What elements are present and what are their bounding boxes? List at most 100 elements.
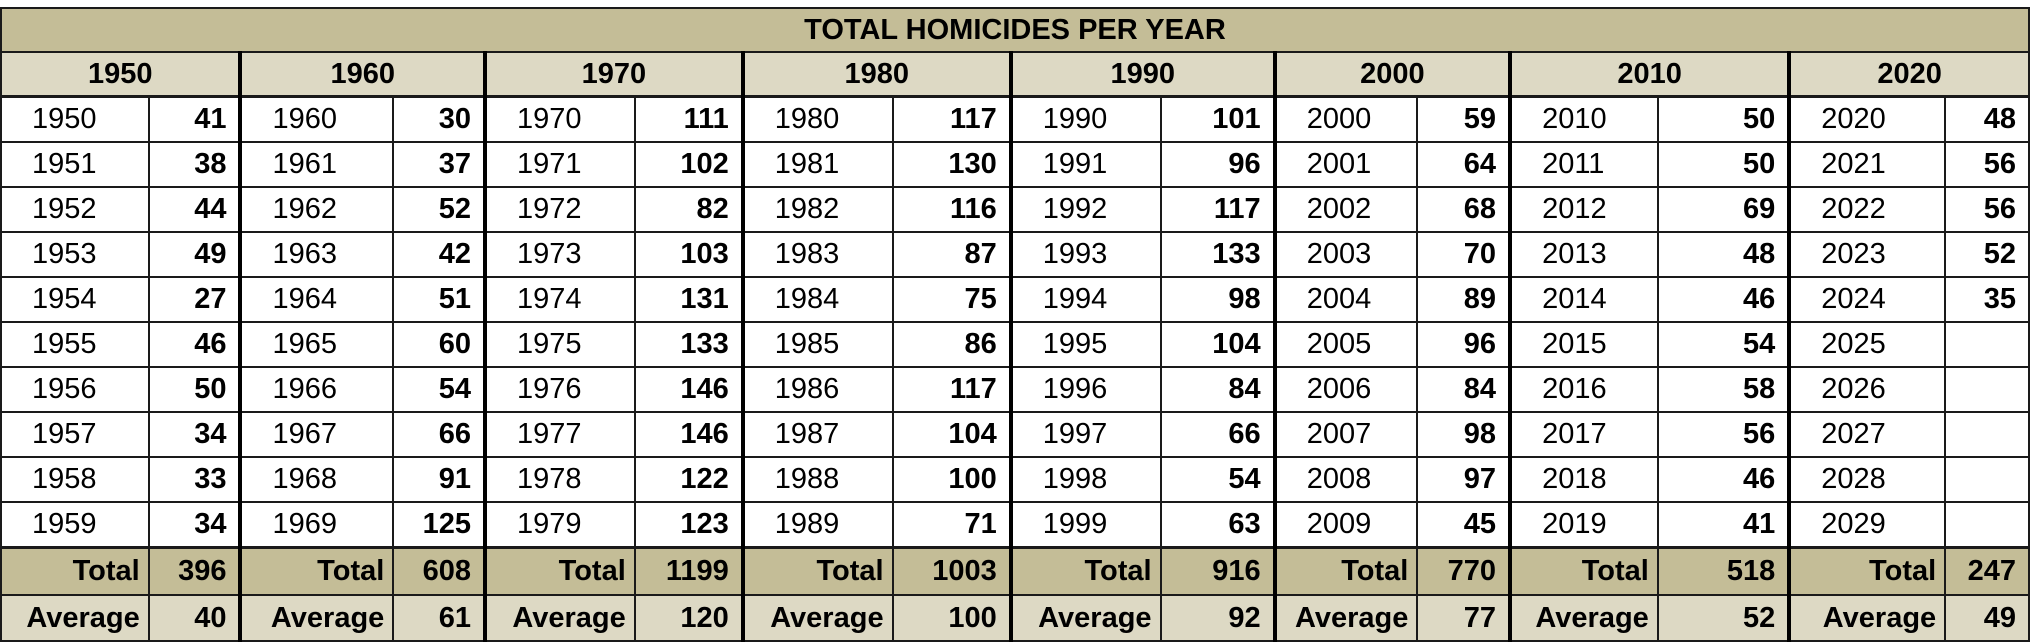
decade-header: 1960 <box>238 51 486 98</box>
homicide-count-cell: 56 <box>1656 411 1791 458</box>
year-cell: 1959 <box>0 501 150 549</box>
table-row: 1958 33 1968 91 1978 122 1988 100 1998 54 2008 97 20… <box>0 456 2030 503</box>
table-title: TOTAL HOMICIDES PER YEAR <box>0 7 2030 53</box>
year-cell: 1980 <box>740 95 894 143</box>
homicide-count-cell: 102 <box>633 141 744 188</box>
homicide-count-cell: 87 <box>891 231 1012 278</box>
table-row: 1951 38 1961 37 1971 102 1981 130 1991 96 2001 64 20… <box>0 141 2030 188</box>
year-cell: 1966 <box>238 366 395 413</box>
homicide-count-cell: 98 <box>1159 276 1276 323</box>
homicide-count-cell: 56 <box>1944 141 2030 188</box>
homicide-count-cell: 50 <box>1656 141 1791 188</box>
year-cell: 1982 <box>740 186 894 233</box>
total-value: 608 <box>392 546 486 596</box>
year-cell: 2025 <box>1787 321 1947 368</box>
homicide-count-cell: 89 <box>1416 276 1512 323</box>
homicide-count-cell: 146 <box>633 411 744 458</box>
year-cell: 1991 <box>1008 141 1162 188</box>
year-cell: 1997 <box>1008 411 1162 458</box>
year-cell: 2006 <box>1272 366 1419 413</box>
total-value: 916 <box>1159 546 1276 596</box>
average-value: 120 <box>633 594 744 642</box>
table-row: 1957 34 1967 66 1977 146 1987 104 1997 66 2007 98 20… <box>0 411 2030 458</box>
year-cell: 2015 <box>1508 321 1659 368</box>
homicide-count-cell: 125 <box>392 501 486 549</box>
homicide-count-cell: 96 <box>1416 321 1512 368</box>
homicide-count-cell: 96 <box>1159 141 1276 188</box>
year-cell: 1995 <box>1008 321 1162 368</box>
homicide-count-cell <box>1944 321 2030 368</box>
average-label: Average <box>1008 594 1162 642</box>
year-cell: 1973 <box>483 231 636 278</box>
homicide-count-cell <box>1944 366 2030 413</box>
homicide-count-cell: 98 <box>1416 411 1512 458</box>
homicide-count-cell: 117 <box>891 95 1012 143</box>
year-cell: 2014 <box>1508 276 1659 323</box>
table-row: 1954 27 1964 51 1974 131 1984 75 1994 98 2004 89 201… <box>0 276 2030 323</box>
year-cell: 2010 <box>1508 95 1659 143</box>
year-cell: 1996 <box>1008 366 1162 413</box>
year-cell: 2003 <box>1272 231 1419 278</box>
average-label: Average <box>0 594 150 642</box>
homicide-count-cell: 41 <box>1656 501 1791 549</box>
homicide-count-cell: 91 <box>392 456 486 503</box>
decade-header: 2000 <box>1272 51 1512 98</box>
year-cell: 2027 <box>1787 411 1947 458</box>
year-cell: 1965 <box>238 321 395 368</box>
average-value: 40 <box>147 594 242 642</box>
homicide-count-cell: 50 <box>147 366 242 413</box>
total-label: Total <box>1508 546 1659 596</box>
homicide-count-cell: 123 <box>633 501 744 549</box>
homicide-count-cell: 71 <box>891 501 1012 549</box>
table-row: 1959 34 1969 125 1979 123 1989 71 1999 63 2009 45 20… <box>0 501 2030 549</box>
table-row: 1950 41 1960 30 1970 111 1980 117 1990 101 2000 59 2… <box>0 95 2030 143</box>
homicide-count-cell: 34 <box>147 501 242 549</box>
decade-header-row: 1950 1960 1970 1980 1990 2000 2010 2020 <box>0 51 2030 98</box>
homicide-count-cell: 122 <box>633 456 744 503</box>
year-cell: 1957 <box>0 411 150 458</box>
table-row: 1952 44 1962 52 1972 82 1982 116 1992 117 2002 68 20… <box>0 186 2030 233</box>
decade-header: 1990 <box>1008 51 1276 98</box>
year-cell: 2018 <box>1508 456 1659 503</box>
homicide-count-cell: 146 <box>633 366 744 413</box>
homicide-count-cell: 34 <box>147 411 242 458</box>
total-label: Total <box>1787 546 1947 596</box>
average-label: Average <box>1787 594 1947 642</box>
homicide-count-cell: 68 <box>1416 186 1512 233</box>
year-cell: 2008 <box>1272 456 1419 503</box>
total-label: Total <box>483 546 636 596</box>
total-value: 396 <box>147 546 242 596</box>
homicide-count-cell: 48 <box>1656 231 1791 278</box>
year-cell: 1956 <box>0 366 150 413</box>
homicide-count-cell: 33 <box>147 456 242 503</box>
average-value: 49 <box>1944 594 2030 642</box>
homicide-count-cell <box>1944 456 2030 503</box>
homicide-count-cell: 46 <box>147 321 242 368</box>
homicide-count-cell: 75 <box>891 276 1012 323</box>
decade-header: 1970 <box>483 51 744 98</box>
total-label: Total <box>740 546 894 596</box>
year-cell: 1970 <box>483 95 636 143</box>
average-value: 52 <box>1656 594 1791 642</box>
year-cell: 1969 <box>238 501 395 549</box>
homicide-count-cell: 66 <box>1159 411 1276 458</box>
year-cell: 1976 <box>483 366 636 413</box>
homicide-count-cell: 69 <box>1656 186 1791 233</box>
year-cell: 1998 <box>1008 456 1162 503</box>
average-label: Average <box>740 594 894 642</box>
homicide-count-cell: 56 <box>1944 186 2030 233</box>
homicide-count-cell <box>1944 411 2030 458</box>
homicide-count-cell: 103 <box>633 231 744 278</box>
year-cell: 2004 <box>1272 276 1419 323</box>
year-cell: 1989 <box>740 501 894 549</box>
year-cell: 2007 <box>1272 411 1419 458</box>
year-cell: 2005 <box>1272 321 1419 368</box>
homicide-count-cell: 48 <box>1944 95 2030 143</box>
year-cell: 2016 <box>1508 366 1659 413</box>
year-cell: 1986 <box>740 366 894 413</box>
average-label: Average <box>1508 594 1659 642</box>
homicides-table: TOTAL HOMICIDES PER YEAR 1950 1960 1970 198… <box>0 7 2030 642</box>
year-cell: 1962 <box>238 186 395 233</box>
average-value: 100 <box>891 594 1012 642</box>
year-cell: 1961 <box>238 141 395 188</box>
